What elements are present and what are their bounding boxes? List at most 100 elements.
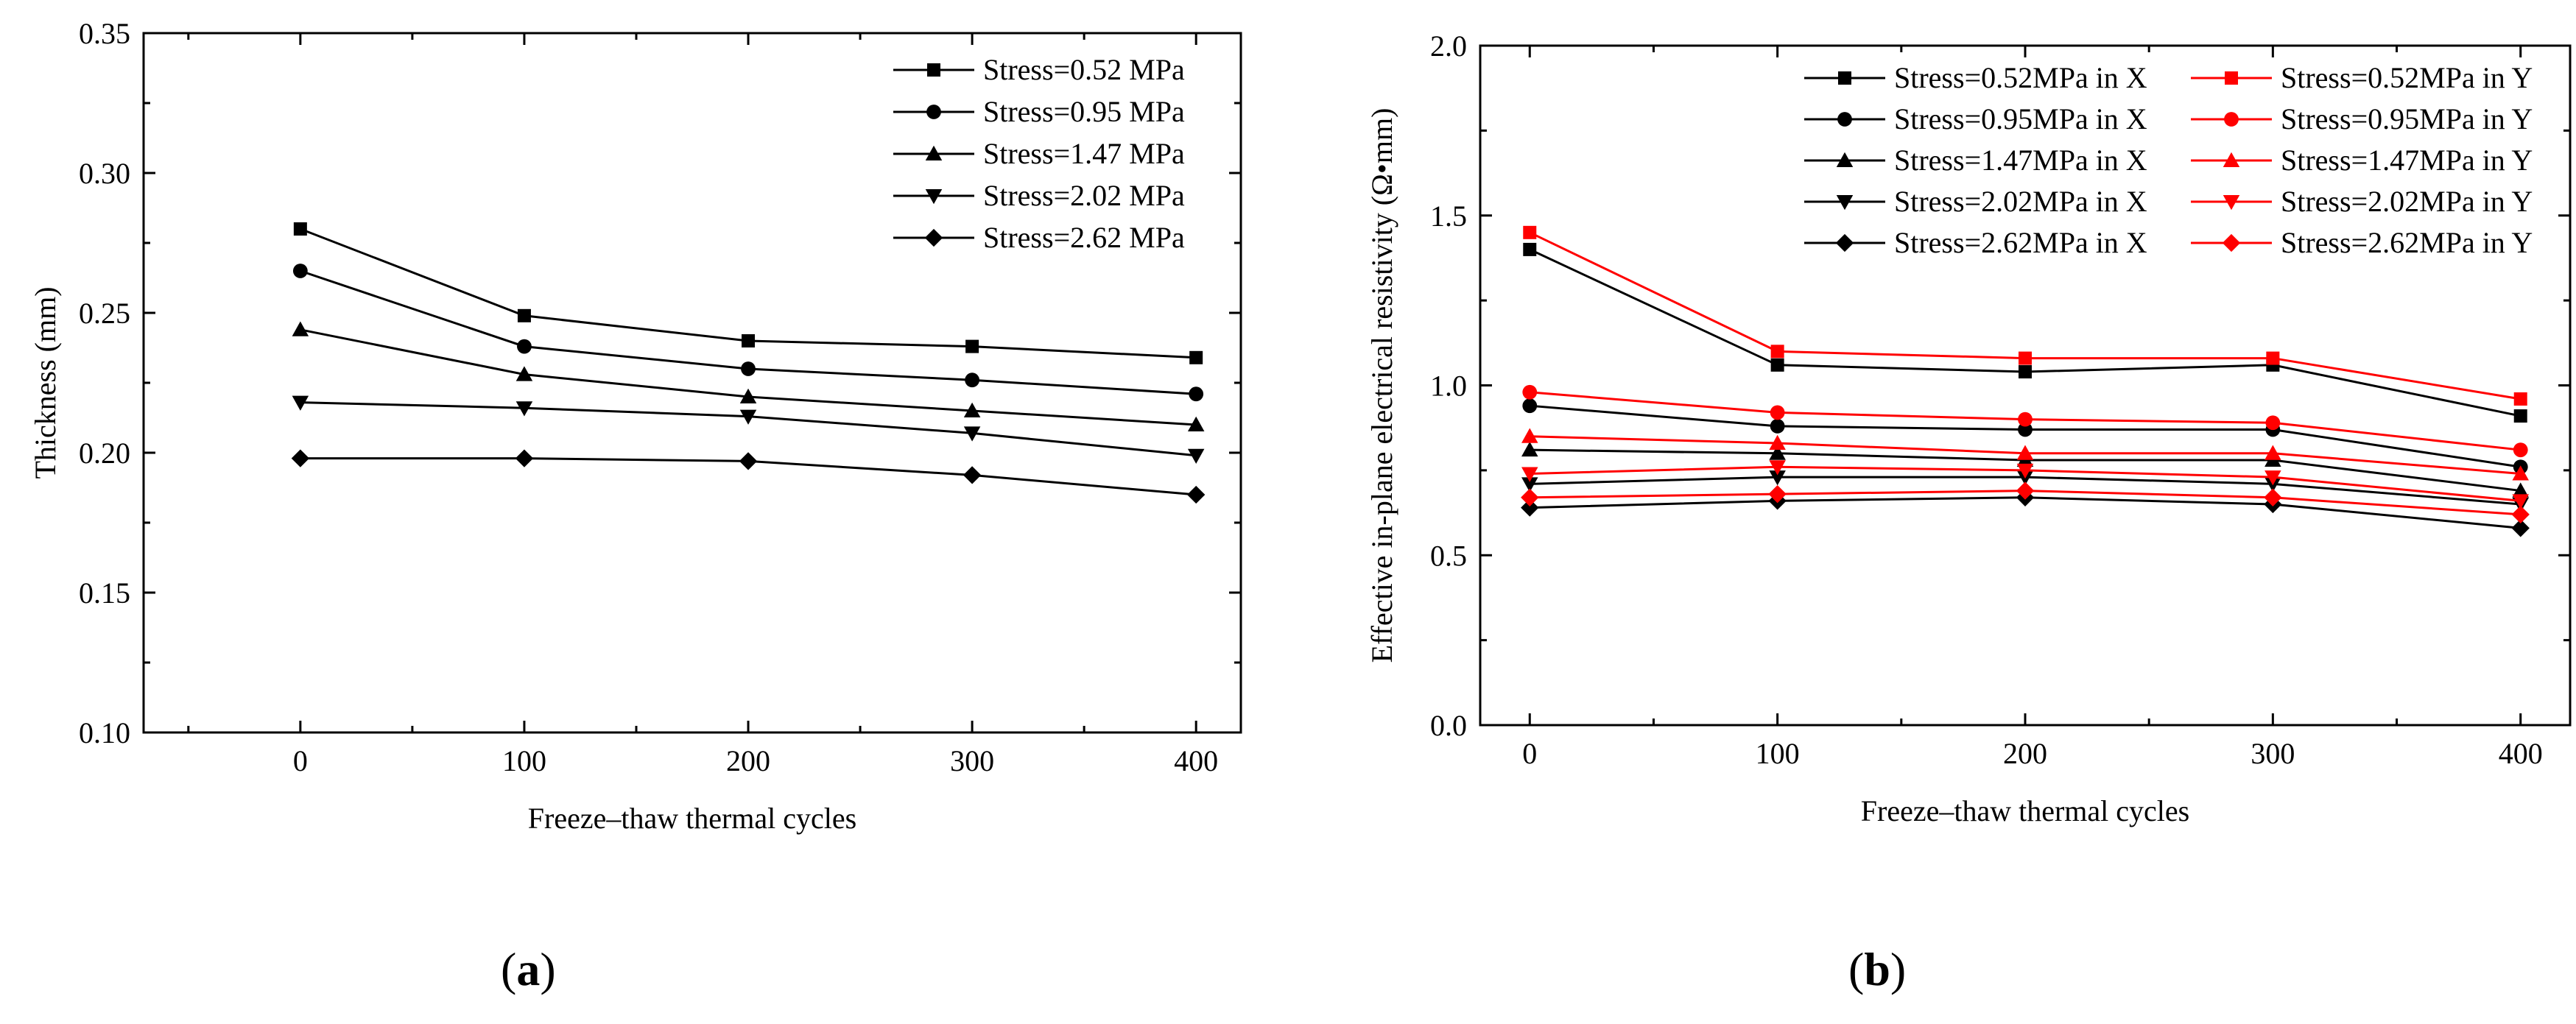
legend-marker: [925, 189, 943, 205]
x-tick-label: 0: [1522, 737, 1537, 770]
thickness-chart: 0.10 0.15 0.20 0.25 0.30 0.35 0 100 200 300 400 Fre…: [29, 17, 1242, 835]
data-point: [293, 222, 307, 236]
legend-entry: Stress=2.02 MPa: [983, 179, 1185, 212]
legend-marker: [1835, 233, 1854, 253]
data-point: [2018, 422, 2033, 437]
data-point: [2511, 519, 2530, 537]
data-point: [2016, 481, 2035, 500]
data-point: [2513, 392, 2527, 406]
panel-label-a: (a): [501, 943, 556, 995]
legend-marker: [2224, 112, 2239, 127]
data-point: [963, 426, 981, 442]
data-point: [1522, 384, 1538, 400]
data-point: [515, 449, 534, 467]
data-point: [1189, 386, 1204, 402]
resistivity-chart: 0.0 0.5 1.0 1.5 2.0 0 100 200 300 400 Freeze–thaw …: [1365, 29, 2572, 827]
data-point: [2016, 463, 2034, 479]
data-point: [2512, 465, 2529, 481]
data-point: [741, 361, 756, 376]
y-tick-label: 2.0: [1430, 29, 1467, 63]
data-point: [517, 339, 532, 354]
legend-entry: Stress=2.62 MPa: [983, 221, 1185, 254]
series-1-0: [1523, 242, 2527, 423]
x-tick-label: 300: [2251, 737, 2295, 770]
x-tick-label: 200: [726, 744, 770, 777]
data-point: [2512, 494, 2529, 509]
legend-marker: [2225, 71, 2238, 85]
legend-entry: Stress=1.47MPa in Y: [2281, 144, 2533, 177]
data-point: [1189, 350, 1203, 364]
data-point: [739, 409, 757, 425]
y-tick-label: 0.10: [79, 716, 130, 749]
legend-entry: Stress=0.95MPa in X: [1894, 102, 2147, 135]
x-tick-label: 100: [502, 744, 546, 777]
y-axis-label: Thickness (mm): [29, 286, 62, 479]
data-point: [965, 372, 980, 388]
data-point: [1770, 405, 1785, 420]
legend-marker: [2223, 195, 2240, 211]
data-point: [1521, 467, 1538, 482]
legend-entry: Stress=2.62MPa in Y: [2281, 226, 2533, 259]
series-0-2: [292, 321, 1205, 431]
series-line: [1529, 248, 2522, 417]
series-1-2: [1521, 441, 2529, 498]
legend-entry: Stress=1.47 MPa: [983, 137, 1185, 170]
data-point: [291, 449, 310, 467]
data-point: [515, 366, 533, 381]
legend-entry: Stress=0.52 MPa: [983, 53, 1185, 86]
data-point: [2513, 409, 2527, 423]
legend-entry: Stress=0.95MPa in Y: [2281, 102, 2533, 135]
x-axis-label: Freeze–thaw thermal cycles: [1861, 794, 2189, 827]
y-tick-label: 0.0: [1430, 709, 1467, 742]
data-point: [2513, 442, 2528, 458]
legend-entry: Stress=2.62MPa in X: [1894, 226, 2147, 259]
y-tick-label: 0.5: [1430, 539, 1467, 572]
data-point: [965, 339, 979, 353]
data-point: [1769, 445, 1786, 460]
legend-marker: [926, 105, 941, 119]
y-tick-label: 0.30: [79, 157, 130, 190]
x-tick-label: 0: [293, 744, 308, 777]
y-tick-label: 1.5: [1430, 199, 1467, 233]
data-point: [1521, 441, 1538, 457]
data-point: [2019, 351, 2032, 365]
data-point: [739, 388, 757, 403]
y-tick-label: 0.25: [79, 297, 130, 330]
y-tick-label: 0.15: [79, 576, 130, 610]
data-point: [963, 466, 982, 484]
data-point: [1523, 242, 1537, 256]
data-point: [1521, 477, 1538, 492]
data-point: [517, 308, 531, 322]
legend-entry: Stress=2.02MPa in X: [1894, 185, 2147, 218]
legend-marker: [1836, 195, 1854, 211]
series-1-8: [1521, 460, 2529, 509]
legend-marker: [1836, 152, 1854, 167]
data-point: [1770, 358, 1784, 372]
data-point: [2266, 351, 2280, 365]
legend-marker: [2222, 233, 2241, 253]
data-point: [1187, 448, 1205, 465]
data-point: [1769, 470, 1786, 486]
x-tick-label: 400: [2499, 737, 2543, 770]
data-point: [1521, 428, 1538, 443]
x-tick-label: 300: [950, 744, 994, 777]
data-point: [742, 334, 756, 347]
legend-marker: [927, 63, 940, 77]
data-point: [963, 402, 981, 417]
x-tick-label: 100: [1756, 737, 1800, 770]
series-0-3: [292, 395, 1205, 465]
series-1-6: [1522, 384, 2528, 458]
legend-entry: Stress=0.52MPa in X: [1894, 61, 2147, 94]
data-point: [2018, 412, 2033, 427]
x-tick-label: 400: [1174, 744, 1218, 777]
data-point: [1187, 416, 1205, 431]
data-point: [1522, 398, 1538, 414]
data-point: [2019, 365, 2032, 379]
y-tick-label: 0.20: [79, 437, 130, 470]
data-point: [2016, 445, 2034, 460]
legend-marker: [1838, 71, 1851, 85]
legend-entry: Stress=0.52MPa in Y: [2281, 61, 2533, 94]
data-point: [739, 452, 758, 470]
series-0-4: [291, 449, 1206, 504]
data-point: [1521, 498, 1539, 517]
